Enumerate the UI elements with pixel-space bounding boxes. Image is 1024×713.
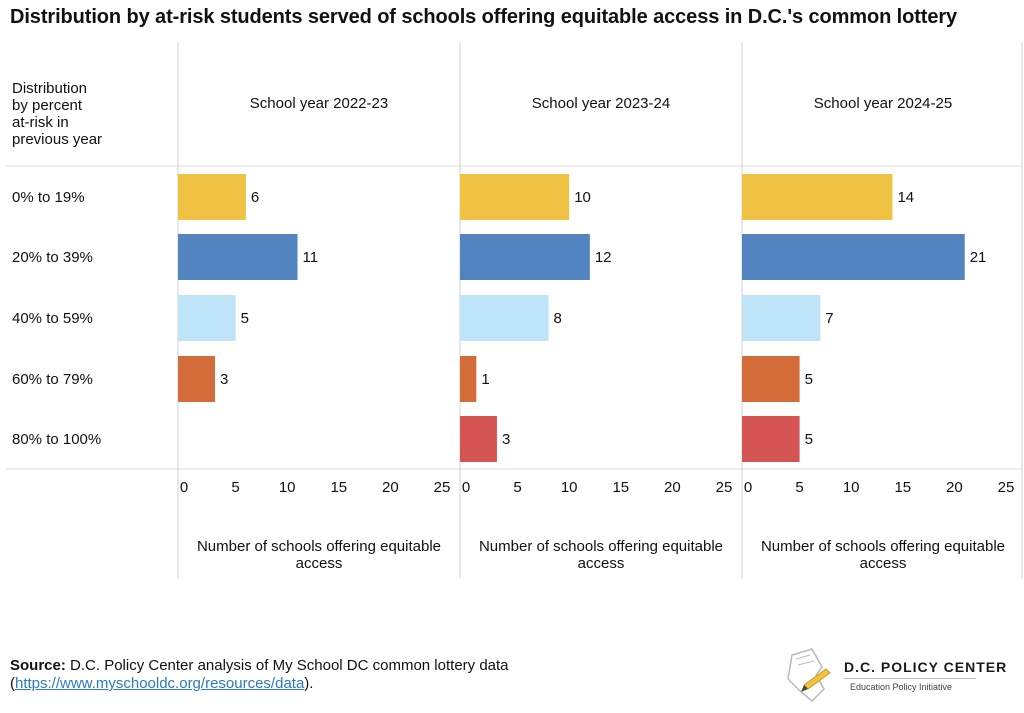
category-label: 20% to 39% (12, 249, 93, 266)
tick-label: 5 (513, 479, 521, 496)
data-label: 6 (251, 189, 259, 206)
bars: 6 11 5 3 10 12 8 1 3 14 21 7 5 5 (178, 174, 986, 462)
bar-chart: School year 2022-23 School year 2023-24 Sc… (6, 42, 1023, 578)
bar (742, 416, 800, 462)
tick-label: 15 (330, 479, 347, 496)
source-note: Source: D.C. Policy Center analysis of M… (10, 657, 509, 693)
tick-label: 20 (946, 479, 963, 496)
tick-label: 0 (462, 479, 470, 496)
category-label: 40% to 59% (12, 310, 93, 327)
source-close: ). (304, 675, 314, 692)
bar (460, 416, 497, 462)
source-link[interactable]: https://www.myschooldc.org/resources/dat… (15, 675, 305, 692)
data-label: 12 (595, 249, 612, 266)
tick-label: 10 (561, 479, 578, 496)
bar (460, 356, 477, 402)
data-label: 1 (481, 371, 489, 388)
x-axis-label: Number of schools offering equitable acce… (761, 538, 1005, 572)
row-header: Distribution by percent at-risk in previous… (12, 80, 102, 148)
tick-label: 5 (795, 479, 803, 496)
tick-label: 10 (843, 479, 860, 496)
source-text: D.C. Policy Center analysis of My School… (65, 657, 509, 674)
bar (178, 234, 298, 280)
panel-headers: School year 2022-23 School year 2023-24 Sc… (250, 95, 952, 112)
category-label: 0% to 19% (12, 189, 85, 206)
x-axis-label: Number of schools offering equitable acce… (197, 538, 441, 572)
source-label: Source: (10, 657, 66, 674)
panel-header: School year 2023-24 (532, 95, 670, 112)
tick-label: 15 (612, 479, 629, 496)
data-label: 11 (303, 249, 319, 266)
bar (742, 234, 965, 280)
data-label: 10 (574, 189, 591, 206)
panel-header: School year 2022-23 (250, 95, 388, 112)
data-label: 5 (805, 371, 813, 388)
tick-label: 0 (180, 479, 188, 496)
open-paren: ( (10, 675, 15, 692)
bar (742, 174, 893, 220)
bar (742, 356, 800, 402)
panel-header: School year 2024-25 (814, 95, 952, 112)
bar (742, 295, 821, 341)
data-label: 5 (241, 310, 249, 327)
category-label: 60% to 79% (12, 371, 93, 388)
bar (178, 356, 215, 402)
bar (178, 174, 246, 220)
data-label: 5 (805, 431, 813, 448)
bar (460, 174, 570, 220)
tick-label: 25 (716, 479, 733, 496)
data-label: 8 (554, 310, 562, 327)
tick-label: 25 (998, 479, 1015, 496)
tick-label: 0 (744, 479, 752, 496)
data-label: 3 (502, 431, 510, 448)
category-labels: Distribution by percent at-risk in previous… (12, 80, 102, 448)
logo-icon (787, 648, 831, 703)
data-label: 3 (220, 371, 228, 388)
bar (460, 295, 549, 341)
tick-label: 5 (231, 479, 239, 496)
dc-policy-center-logo: D.C. POLICY CENTER Education Policy Init… (782, 645, 1006, 705)
data-label: 14 (897, 189, 914, 206)
bar (460, 234, 590, 280)
category-label: 80% to 100% (12, 431, 101, 448)
tick-label: 15 (894, 479, 911, 496)
tick-label: 10 (279, 479, 296, 496)
tick-label: 25 (434, 479, 451, 496)
data-label: 7 (825, 310, 833, 327)
x-axes: 0 5 10 15 20 25 Number of schools offering equ… (180, 479, 1015, 572)
chart-title: Distribution by at-risk students served … (10, 6, 958, 28)
x-axis-label: Number of schools offering equitable acce… (479, 538, 723, 572)
tick-label: 20 (664, 479, 681, 496)
logo-title: D.C. POLICY CENTER (844, 659, 1008, 675)
logo-divider (844, 678, 976, 679)
tick-label: 20 (382, 479, 399, 496)
bar (178, 295, 236, 341)
data-label: 21 (970, 249, 987, 266)
logo-subtitle: Education Policy Initiative (850, 682, 953, 692)
